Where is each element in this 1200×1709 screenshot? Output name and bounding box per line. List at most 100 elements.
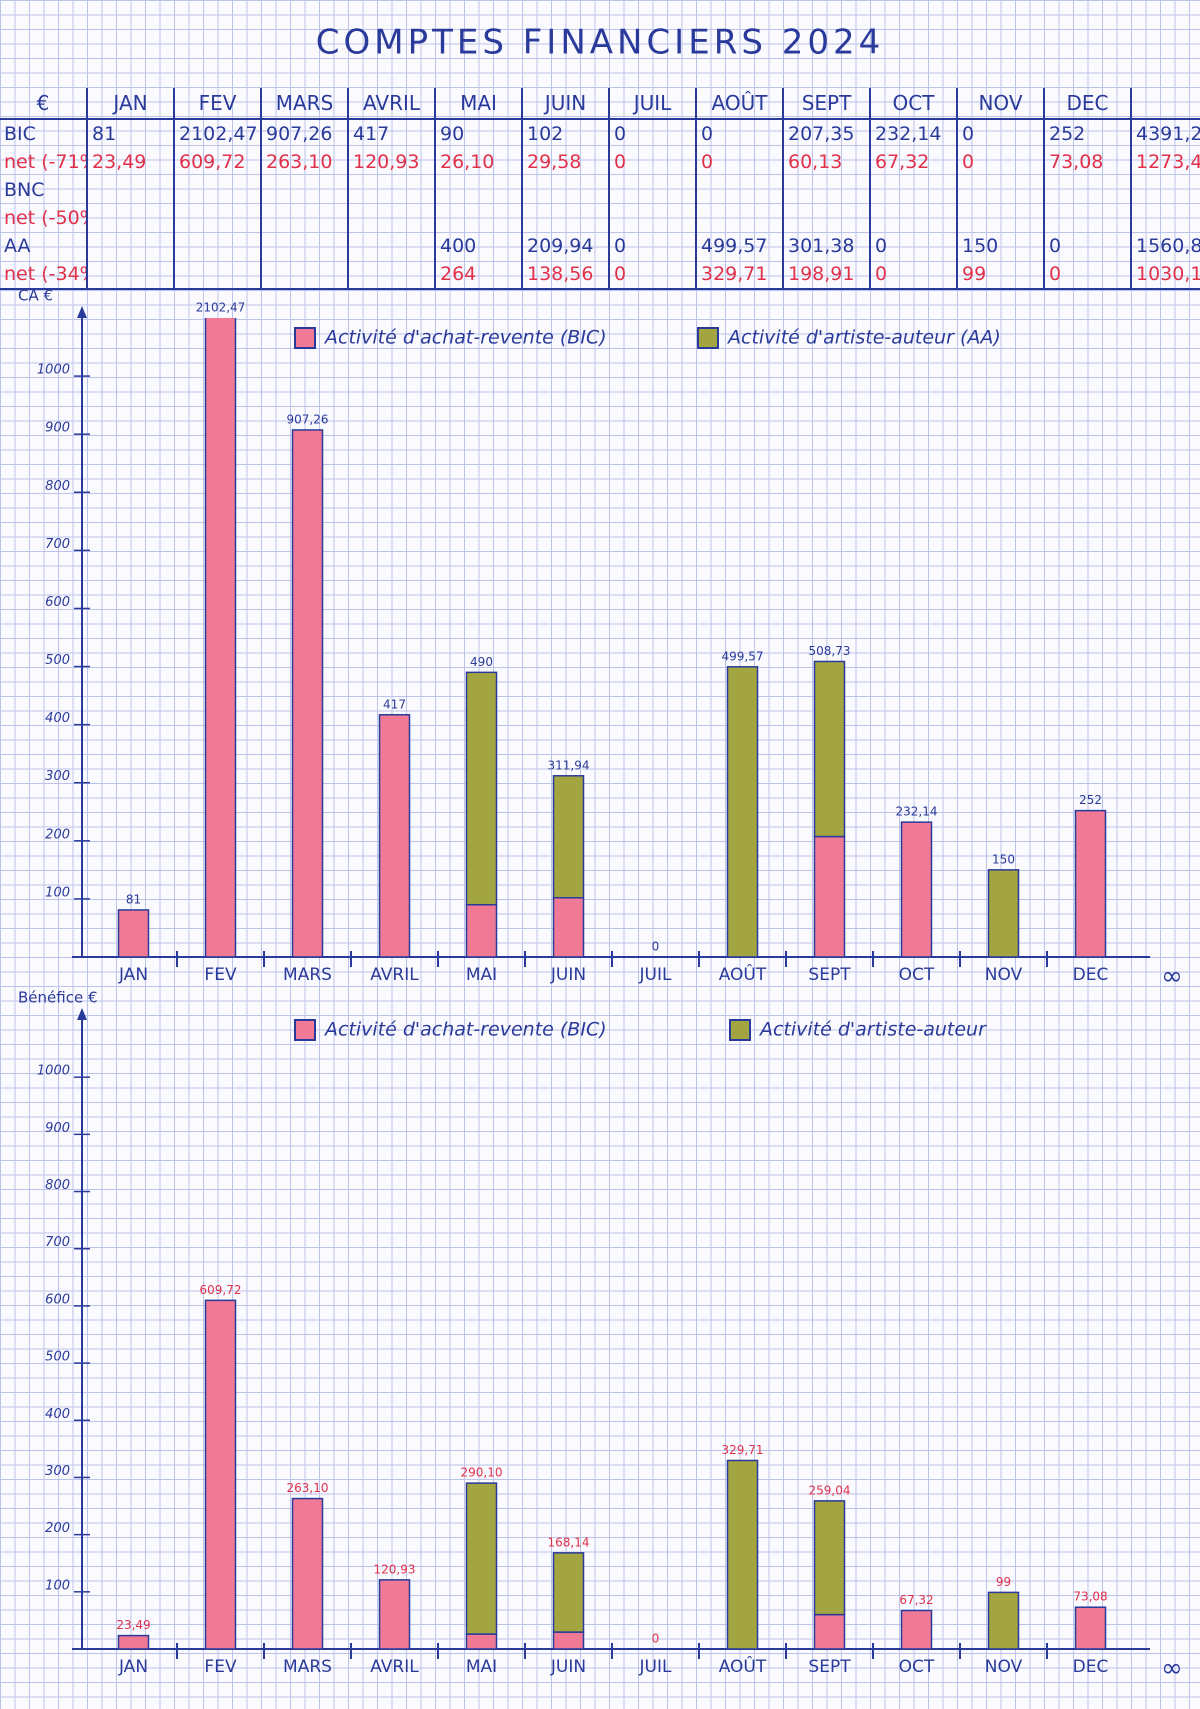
legend-swatch bbox=[294, 327, 316, 349]
table-cell: 263,10 bbox=[260, 148, 348, 176]
bar-segment bbox=[204, 318, 237, 957]
legend-label: Activité d'artiste-auteur bbox=[758, 1019, 987, 1041]
x-tick-label: NOV bbox=[985, 965, 1023, 985]
bar-segment bbox=[813, 1500, 846, 1616]
header-cell: AOÛT bbox=[695, 88, 783, 119]
y-tick-label: 800 bbox=[45, 1178, 70, 1193]
table-cell: 73,08 bbox=[1043, 148, 1131, 176]
y-tick-label: 200 bbox=[45, 1521, 70, 1536]
table-cell bbox=[173, 204, 261, 232]
total-label: 907,26 bbox=[287, 412, 329, 426]
bar-segment bbox=[1074, 1606, 1107, 1649]
table-cell: 81 bbox=[86, 118, 174, 148]
table-cell: 0 bbox=[869, 232, 957, 260]
row-label: BIC bbox=[0, 118, 87, 148]
bars bbox=[117, 318, 1107, 957]
table-cell: 499,57 bbox=[695, 232, 783, 260]
legend-swatch bbox=[729, 1019, 751, 1041]
table-cell: 26,10 bbox=[434, 148, 522, 176]
x-tick-label: NOV bbox=[985, 1657, 1023, 1677]
total-label: 168,14 bbox=[548, 1535, 590, 1549]
table-cell: 2102,47 bbox=[173, 118, 261, 148]
y-tick-label: 700 bbox=[45, 1235, 70, 1250]
bar-segment bbox=[813, 835, 846, 957]
table-cell bbox=[521, 176, 609, 204]
table-cell bbox=[86, 260, 174, 290]
total-label: 252 bbox=[1079, 793, 1102, 807]
x-tick-label: OCT bbox=[899, 1657, 935, 1677]
table-cell bbox=[86, 204, 174, 232]
table-cell bbox=[1130, 176, 1200, 204]
header-cell: MARS bbox=[260, 88, 348, 119]
y-tick-label: 800 bbox=[45, 479, 70, 494]
table-cell: 99 bbox=[956, 260, 1044, 290]
x-tick-label: JAN bbox=[118, 965, 148, 985]
table-cell bbox=[1043, 176, 1131, 204]
y-axis-arrow bbox=[77, 1008, 87, 1020]
y-tick-label: 700 bbox=[45, 537, 70, 552]
bar-segment bbox=[1074, 809, 1107, 957]
x-end-label: ∞ bbox=[1161, 962, 1183, 992]
y-tick-label: 500 bbox=[45, 1350, 70, 1365]
table-cell bbox=[173, 260, 261, 290]
bar-segment bbox=[291, 1497, 324, 1649]
table-cell bbox=[608, 204, 696, 232]
bars bbox=[117, 1299, 1107, 1649]
table-cell bbox=[869, 204, 957, 232]
header-cell: MAI bbox=[434, 88, 522, 119]
table-cell bbox=[521, 204, 609, 232]
y-tick-label: 500 bbox=[45, 653, 70, 668]
y-tick-label: 1000 bbox=[37, 1064, 70, 1079]
total-label: 490 bbox=[470, 655, 493, 669]
total-label: 499,57 bbox=[722, 649, 764, 663]
table-cell: 0 bbox=[956, 148, 1044, 176]
x-end-label: ∞ bbox=[1161, 1654, 1183, 1684]
y-tick-label: 1000 bbox=[37, 363, 70, 378]
table-cell bbox=[434, 204, 522, 232]
total-label: 81 bbox=[126, 892, 141, 906]
table-cell: 301,38 bbox=[782, 232, 870, 260]
table-cell: 264 bbox=[434, 260, 522, 290]
total-label: 259,04 bbox=[809, 1483, 851, 1497]
bar-segment bbox=[552, 775, 585, 899]
y-tick-label: 900 bbox=[45, 1121, 70, 1136]
table-cell: 252 bbox=[1043, 118, 1131, 148]
table-cell: 0 bbox=[695, 118, 783, 148]
y-tick-label: 600 bbox=[45, 1292, 70, 1307]
row-label: BNC bbox=[4, 179, 45, 201]
table-cell bbox=[86, 232, 174, 260]
table-cell: 23,49 bbox=[86, 148, 174, 176]
legend-label: Activité d'achat-revente (BIC) bbox=[323, 327, 607, 349]
header-cell: FEV bbox=[173, 88, 261, 119]
bar-segment bbox=[204, 1299, 237, 1649]
table-cell bbox=[782, 204, 870, 232]
table-cell: 0 bbox=[608, 118, 696, 148]
bar-segment bbox=[726, 666, 759, 957]
y-axis-label: CA € bbox=[18, 287, 53, 305]
table-cell: 29,58 bbox=[521, 148, 609, 176]
total-label: 150 bbox=[992, 852, 1015, 866]
header-cell: AVRIL bbox=[347, 88, 435, 119]
bar-segment bbox=[987, 1591, 1020, 1649]
table-row: net (-71%)23,49609,72263,10120,9326,1029… bbox=[0, 148, 1200, 176]
page-title: COMPTES FINANCIERS 2024 bbox=[316, 23, 884, 63]
table-cell: 0 bbox=[695, 148, 783, 176]
x-tick-label: MAI bbox=[466, 1657, 497, 1677]
table-cell bbox=[347, 176, 435, 204]
x-tick-label: JUIL bbox=[639, 1657, 672, 1677]
bar-segment bbox=[465, 1482, 498, 1635]
table-cell bbox=[260, 260, 348, 290]
table-cell bbox=[347, 204, 435, 232]
x-tick-label: AVRIL bbox=[370, 965, 419, 985]
table-body: € JAN FEV MARS AVRIL MAI JUIN JUIL AOÛT SEPT OCT NO… bbox=[0, 88, 1200, 290]
table-cell bbox=[173, 176, 261, 204]
total-label: 609,72 bbox=[200, 1283, 242, 1297]
legend-swatch bbox=[697, 327, 719, 349]
table-cell: 0 bbox=[608, 260, 696, 290]
header-cell: JAN bbox=[86, 88, 174, 119]
table-row: net (-50%) bbox=[0, 204, 1200, 232]
y-tick-label: 200 bbox=[45, 827, 70, 842]
table-cell: 609,72 bbox=[173, 148, 261, 176]
